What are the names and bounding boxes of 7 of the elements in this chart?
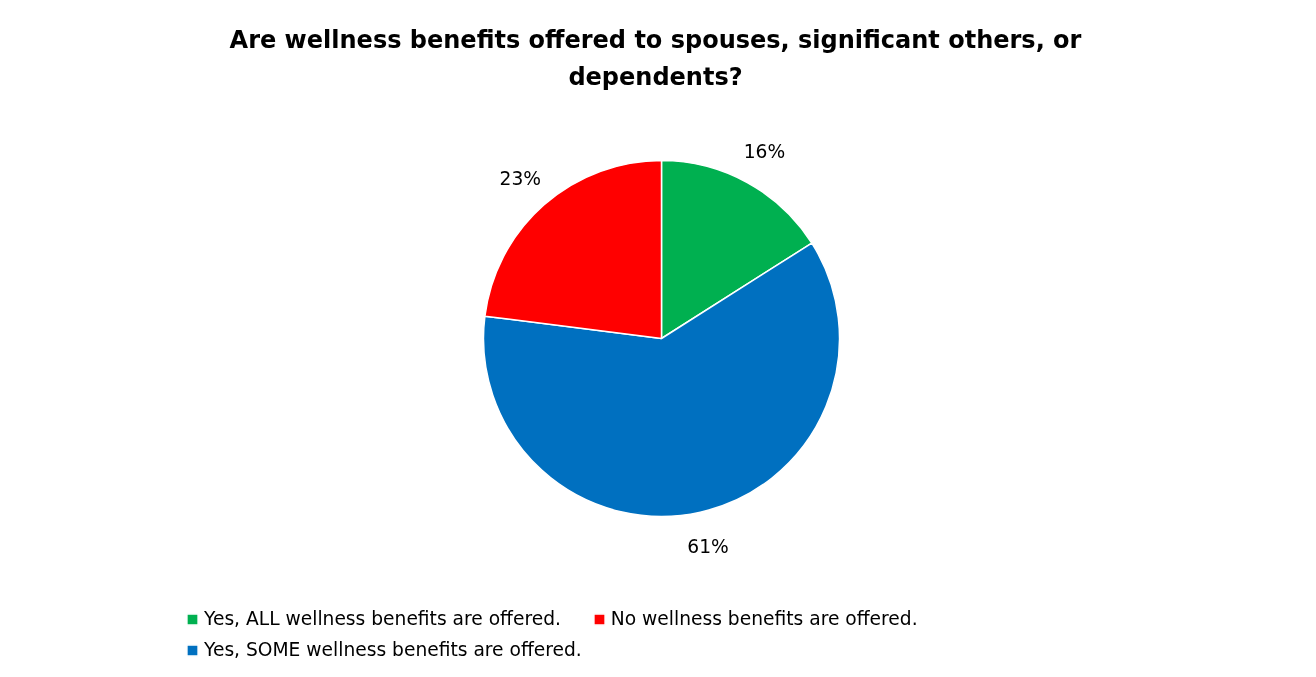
legend-label: No wellness benefits are offered. (610, 608, 918, 629)
data-label: 23% (499, 167, 541, 189)
chart-title: Are wellness benefits offered to spouses, significant others, or dependents? (229, 26, 1082, 91)
legend-label: Yes, SOME wellness benefits are offered. (204, 639, 582, 660)
data-label: 61% (687, 536, 729, 558)
data-label: 16% (743, 140, 786, 162)
legend-label: Yes, ALL wellness benefits are offered. (204, 608, 561, 629)
